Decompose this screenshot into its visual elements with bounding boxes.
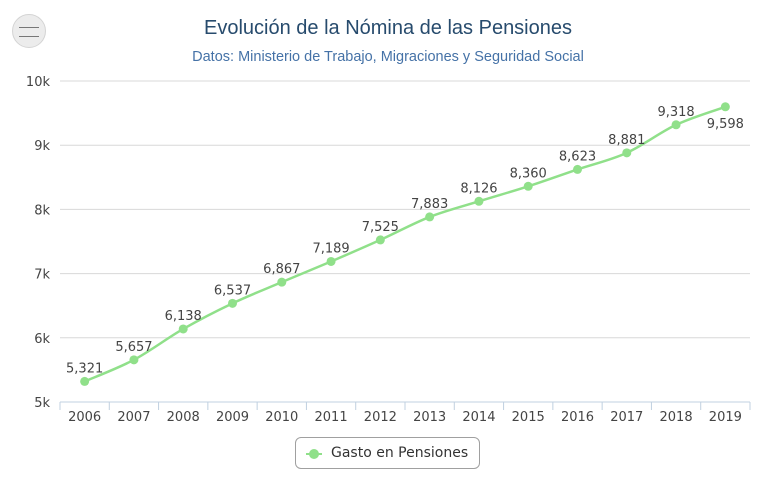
data-label: 7,189: [312, 241, 349, 256]
legend-dot-icon: [309, 449, 319, 459]
data-point: [573, 164, 582, 174]
data-label: 8,360: [510, 166, 547, 181]
x-tick-label: 2006: [68, 410, 101, 425]
data-label: 8,623: [559, 149, 596, 164]
data-label: 5,321: [66, 361, 103, 376]
x-tick-label: 2014: [462, 410, 495, 425]
data-point: [474, 196, 484, 206]
x-tick-label: 2010: [265, 410, 298, 425]
y-tick-label: 7k: [34, 268, 50, 283]
chart-subtitle: Datos: Ministerio de Trabajo, Migracione…: [192, 49, 584, 65]
data-point: [375, 235, 385, 245]
data-label: 9,598: [707, 117, 744, 132]
chart-title: Evolución de la Nómina de las Pensiones: [204, 17, 572, 39]
y-tick-label: 10k: [26, 75, 51, 90]
data-label: 5,657: [115, 340, 152, 355]
legend[interactable]: Gasto en Pensiones: [295, 437, 480, 469]
x-tick-label: 2019: [709, 410, 742, 425]
y-tick-label: 9k: [34, 139, 50, 154]
data-point: [671, 120, 681, 130]
data-point: [425, 212, 435, 222]
x-tick-label: 2018: [660, 410, 693, 425]
ministry-seal-icon: [12, 14, 46, 48]
data-label: 8,881: [608, 133, 645, 148]
y-tick-label: 5k: [34, 396, 50, 411]
series-line: [84, 105, 726, 383]
data-point: [129, 355, 139, 365]
y-tick-label: 8k: [34, 203, 50, 218]
data-point: [622, 148, 632, 158]
data-label: 6,867: [263, 262, 300, 277]
data-label: 6,138: [165, 309, 202, 324]
data-label: 6,537: [214, 283, 251, 298]
x-tick-label: 2016: [561, 410, 594, 425]
x-tick-label: 2009: [216, 410, 249, 425]
x-tick-label: 2012: [364, 410, 397, 425]
data-point: [80, 376, 90, 386]
x-tick-label: 2017: [610, 410, 643, 425]
data-label: 7,525: [362, 220, 399, 235]
data-point: [277, 277, 287, 287]
data-point: [720, 102, 730, 112]
x-tick-label: 2013: [413, 410, 446, 425]
data-label: 7,883: [411, 197, 448, 212]
x-tick-label: 2011: [315, 410, 348, 425]
data-point: [326, 256, 336, 266]
legend-label: Gasto en Pensiones: [331, 445, 469, 461]
y-tick-label: 6k: [34, 332, 50, 347]
data-point: [178, 324, 188, 334]
data-label: 8,126: [460, 181, 497, 196]
data-label: 9,318: [657, 105, 694, 120]
x-tick-label: 2007: [117, 410, 150, 425]
x-tick-label: 2015: [512, 410, 545, 425]
data-point: [523, 181, 533, 191]
x-tick-label: 2008: [167, 410, 200, 425]
data-point: [228, 298, 237, 308]
